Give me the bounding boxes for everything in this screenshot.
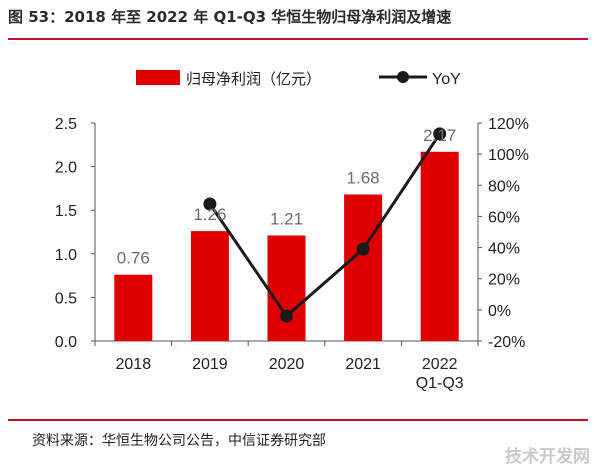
left-tick-label: 1.5 <box>55 203 77 220</box>
x-tick-label: 2022 <box>422 356 458 373</box>
bar <box>420 151 459 341</box>
right-tick-label: 20% <box>488 272 520 289</box>
yoy-line <box>208 133 441 318</box>
right-tick-label: 60% <box>488 209 520 226</box>
profit-chart: 归母净利润（亿元） YoY 0.0 0.5 1.0 1.5 2.0 2.5 -20% 0% 20%… <box>55 70 529 392</box>
right-tick-label: 120% <box>488 116 529 133</box>
watermark: 技术开发网 <box>505 447 590 467</box>
yoy-point <box>203 197 217 211</box>
yoy-point <box>356 242 370 256</box>
left-tick-label: 0.5 <box>55 290 77 307</box>
source-note: 资料来源：华恒生物公司公告，中信证券研究部 <box>32 433 326 449</box>
x-tick-label: 2018 <box>116 356 152 373</box>
title-divider <box>8 38 588 40</box>
yoy-series <box>203 127 447 323</box>
legend-line-marker <box>397 71 409 83</box>
bar-value-label: 1.21 <box>270 209 303 228</box>
left-tick-label: 2.5 <box>55 116 77 133</box>
x-tick-label: 2019 <box>192 356 228 373</box>
right-tick-label: -20% <box>488 334 525 351</box>
bar <box>190 231 229 341</box>
source-divider <box>8 419 588 421</box>
yoy-point <box>280 309 293 323</box>
x-tick-label: Q1-Q3 <box>416 375 464 392</box>
bar <box>114 274 153 341</box>
bar <box>267 235 306 341</box>
yoy-point <box>433 127 447 141</box>
left-tick-label: 2.0 <box>55 160 77 177</box>
right-tick-label: 80% <box>488 178 520 195</box>
bar-value-label: 1.26 <box>193 205 226 224</box>
bar-value-label: 1.68 <box>347 169 380 188</box>
data-labels: 0.76 1.26 1.21 1.68 2.17 <box>117 126 456 268</box>
legend-line-label: YoY <box>432 71 461 88</box>
legend-bar-label: 归母净利润（亿元） <box>186 71 321 88</box>
bar-value-label: 2.17 <box>423 126 456 145</box>
x-tick-label: 2021 <box>345 356 381 373</box>
right-tick-label: 100% <box>488 147 529 164</box>
right-tick-label: 0% <box>488 303 511 320</box>
right-tick-label: 40% <box>488 241 520 258</box>
legend-bar-swatch <box>136 70 180 85</box>
chart-axes: 0.0 0.5 1.0 1.5 2.0 2.5 -20% 0% 20% 40% 60% 80% 100%… <box>55 116 529 392</box>
bar-value-label: 0.76 <box>117 249 150 268</box>
left-tick-label: 1.0 <box>55 247 77 264</box>
left-tick-label: 0.0 <box>55 334 77 351</box>
bar-series <box>114 151 459 341</box>
figure-title: 图 53：2018 年至 2022 年 Q1-Q3 华恒生物归母净利润及增速 <box>8 8 452 26</box>
bar <box>344 194 383 341</box>
x-tick-label: 2020 <box>269 356 305 373</box>
chart-legend: 归母净利润（亿元） YoY <box>136 70 461 88</box>
